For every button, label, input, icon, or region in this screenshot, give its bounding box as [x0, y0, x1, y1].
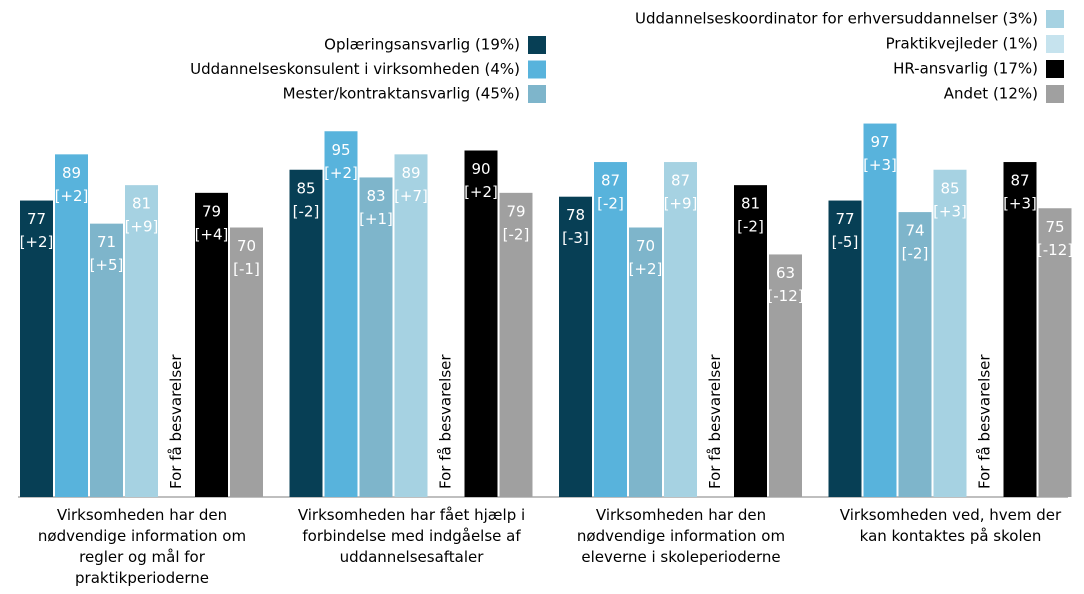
bar — [828, 200, 862, 498]
value-label: 77 — [27, 210, 46, 228]
value-label: 83 — [366, 187, 385, 205]
x-tick-label: Virksomheden har den nødvendige informat… — [37, 506, 247, 587]
annotation: For få besvarelser — [437, 354, 455, 489]
legend-label: Mester/kontraktansvarlig (45%) — [283, 85, 520, 103]
change-label: [-3] — [562, 229, 589, 247]
change-label: [+3] — [863, 156, 897, 174]
legend-swatch — [1046, 35, 1064, 53]
change-label: [+3] — [1003, 195, 1037, 213]
value-label: 85 — [296, 179, 315, 197]
change-label: [-2] — [597, 195, 624, 213]
legend-swatch — [528, 36, 546, 54]
legend-label: Andet (12%) — [944, 85, 1038, 103]
value-label: 89 — [62, 164, 81, 182]
change-label: [-5] — [832, 233, 859, 251]
legend-label: Uddannelseskoordinator for erhversuddann… — [635, 10, 1038, 28]
value-label: 85 — [940, 179, 959, 197]
legend-label: Uddannelseskonsulent i virksomheden (4%) — [190, 60, 520, 78]
bar — [559, 196, 592, 497]
value-label: 79 — [506, 202, 525, 220]
value-label: 79 — [202, 202, 221, 220]
value-label: 89 — [401, 164, 420, 182]
bar — [499, 192, 533, 497]
change-label: [+2] — [55, 187, 89, 205]
value-label: 63 — [776, 264, 795, 282]
change-label: [+7] — [394, 187, 428, 205]
bar — [734, 185, 767, 497]
x-tick-label: Virksomheden har fået hjælp i forbindels… — [297, 506, 526, 566]
bar — [1038, 208, 1072, 497]
x-tick-label: Virksomheden har den nødvendige informat… — [576, 506, 786, 566]
value-label: 70 — [636, 237, 655, 255]
change-label: [-2] — [503, 225, 530, 243]
value-label: 70 — [237, 237, 256, 255]
bar — [1003, 162, 1037, 498]
x-tick-label: Virksomheden ved, hvem der kan kontaktes… — [839, 506, 1062, 545]
change-label: [-2] — [293, 202, 320, 220]
bar — [933, 169, 967, 497]
legend-label: Praktikvejleder (1%) — [886, 35, 1038, 53]
change-label: [+9] — [125, 218, 159, 236]
value-label: 81 — [741, 195, 760, 213]
change-label: [+5] — [90, 256, 124, 274]
bar — [464, 150, 498, 497]
value-label: 77 — [835, 210, 854, 228]
change-label: [+3] — [933, 202, 967, 220]
bar — [594, 162, 627, 498]
change-label: [+2] — [464, 183, 498, 201]
bar — [90, 223, 123, 497]
legend-swatch — [1046, 85, 1064, 103]
value-label: 97 — [870, 133, 889, 151]
change-label: [-1] — [233, 260, 260, 278]
change-label: [+2] — [629, 260, 663, 278]
change-label: [+1] — [359, 210, 393, 228]
bar — [195, 192, 228, 497]
change-label: [+2] — [20, 233, 54, 251]
legend-label: Oplæringsansvarlig (19%) — [324, 36, 520, 54]
value-label: 81 — [132, 195, 151, 213]
legend-swatch — [1046, 60, 1064, 78]
change-label: [+4] — [195, 225, 229, 243]
change-label: [+9] — [664, 195, 698, 213]
value-label: 87 — [1010, 172, 1029, 190]
change-label: [-2] — [902, 245, 929, 263]
value-label: 90 — [471, 160, 490, 178]
bar — [863, 123, 897, 498]
bar — [125, 185, 158, 497]
annotation: For få besvarelser — [976, 354, 994, 489]
value-label: 75 — [1045, 218, 1064, 236]
value-label: 71 — [97, 233, 116, 251]
annotation: For få besvarelser — [167, 354, 185, 489]
bar — [324, 131, 358, 497]
legend-swatch — [528, 85, 546, 103]
legend-label: HR-ansvarlig (17%) — [893, 60, 1038, 78]
bar — [359, 177, 393, 497]
bar — [664, 162, 697, 498]
legend-swatch — [1046, 10, 1064, 28]
value-label: 87 — [671, 172, 690, 190]
bar — [55, 154, 88, 497]
value-label: 74 — [905, 222, 924, 240]
bar — [898, 212, 932, 497]
bar — [289, 169, 323, 497]
value-label: 87 — [601, 172, 620, 190]
bar — [230, 227, 263, 497]
legend-swatch — [528, 60, 546, 79]
bar — [629, 227, 662, 497]
value-label: 78 — [566, 206, 585, 224]
change-label: [-12] — [767, 287, 803, 305]
bar — [394, 154, 428, 497]
change-label: [+2] — [324, 164, 358, 182]
bar — [20, 200, 53, 498]
change-label: [-12] — [1037, 241, 1073, 259]
change-label: [-2] — [737, 218, 764, 236]
annotation: For få besvarelser — [706, 354, 724, 489]
bar — [769, 254, 802, 497]
value-label: 95 — [331, 141, 350, 159]
